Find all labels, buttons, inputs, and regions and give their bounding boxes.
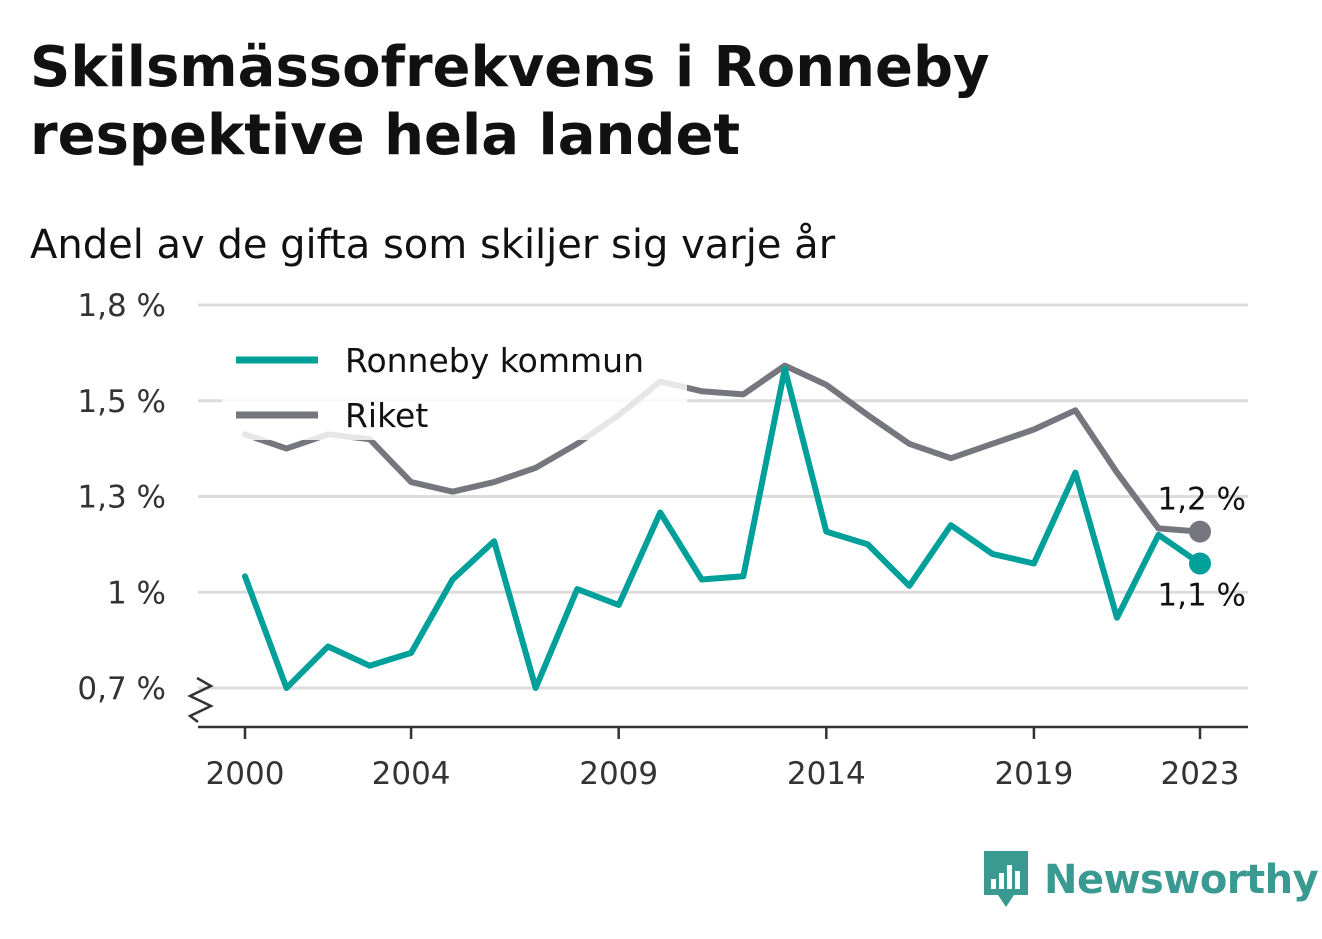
x-tick-label: 2009 xyxy=(579,756,658,792)
y-tick-label: 1,3 % xyxy=(77,480,166,516)
y-tick-label: 1,5 % xyxy=(77,384,166,420)
x-tick-label: 2000 xyxy=(206,756,285,792)
end-point xyxy=(1189,520,1211,543)
series-lines xyxy=(242,362,1211,691)
end-label: 1,2 % xyxy=(1157,482,1246,518)
grid-lines xyxy=(198,303,1248,690)
brand-name: Newsworthy xyxy=(1044,857,1319,903)
end-labels: 1,2 % 1,1 % xyxy=(1157,482,1246,614)
series-line xyxy=(242,362,1203,535)
axis-break-icon xyxy=(187,676,214,723)
newsworthy-logo: Newsworthy xyxy=(980,850,1319,910)
end-label: 1,1 % xyxy=(1157,578,1246,614)
bar-chart-bubble-icon xyxy=(984,851,1028,907)
x-tick-label: 2014 xyxy=(787,756,866,792)
x-tick-label: 2019 xyxy=(994,756,1073,792)
x-tick-label: 2023 xyxy=(1161,756,1240,792)
legend-label: Riket xyxy=(345,396,428,435)
chart-subtitle: Andel av de gifta som skiljer sig varje … xyxy=(30,222,836,268)
end-point xyxy=(1189,552,1211,575)
legend: Ronneby kommun Riket xyxy=(222,330,687,440)
x-tick-label: 2004 xyxy=(372,756,451,792)
chart-title: Skilsmässofrekvens i Ronneby respektive … xyxy=(30,35,990,168)
y-tick-label: 0,7 % xyxy=(77,671,166,707)
legend-label: Ronneby kommun xyxy=(345,341,644,380)
y-tick-label: 1,8 % xyxy=(77,288,166,324)
legend-background xyxy=(222,330,687,440)
series-line xyxy=(242,365,1203,691)
y-tick-label: 1 % xyxy=(107,575,166,611)
axes: 0,7 % 1 % 1,3 % 1,5 % 1,8 % 2000 2004 2009 2014 2… xyxy=(77,288,1248,792)
